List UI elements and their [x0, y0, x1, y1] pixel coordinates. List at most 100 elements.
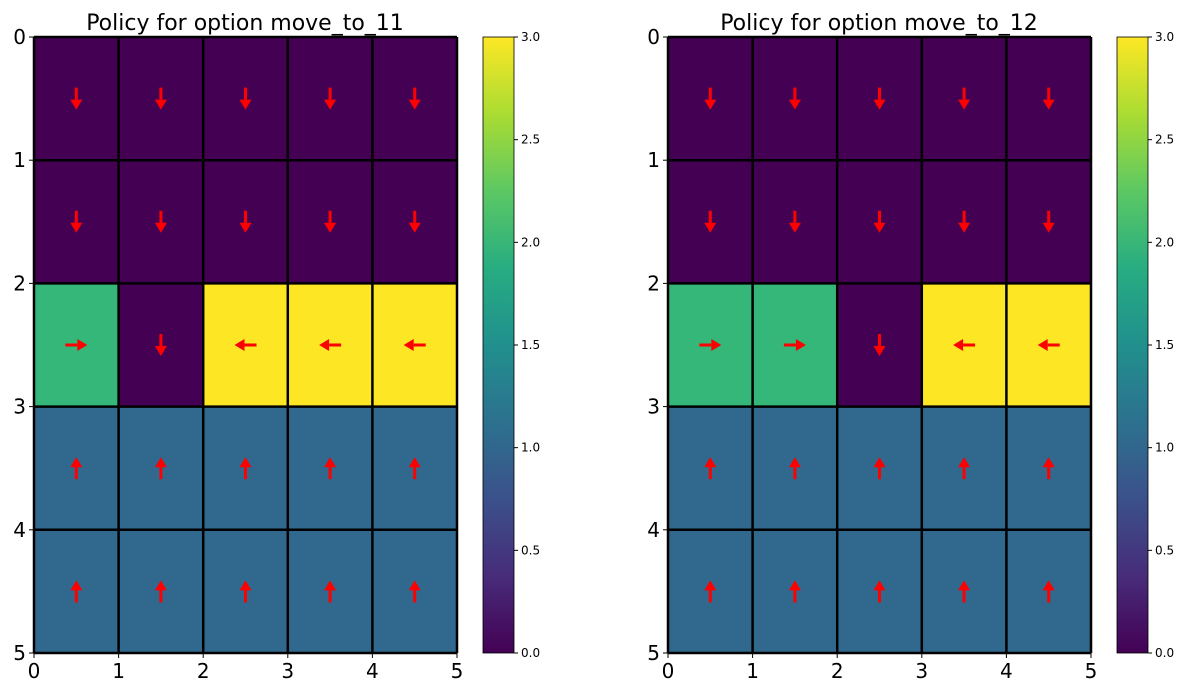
arrow-down-icon — [704, 210, 717, 233]
arrow-down-icon — [70, 87, 83, 110]
y-tick-label: 2 — [13, 271, 26, 295]
colorbar-gradient — [482, 36, 515, 654]
arrow-down-icon — [239, 210, 252, 233]
arrow-down-icon — [324, 87, 337, 110]
chart-move-to-12: Policy for option move_to_12 0 1 2 3 4 5 0 1 2 3… — [647, 11, 1174, 683]
colorbar: 0.0 0.5 1.0 1.5 2.0 2.5 3.0 — [1116, 30, 1174, 660]
policy-arrows — [65, 87, 426, 603]
colorbar-tick-label: 0.5 — [521, 543, 540, 557]
heatmap-grid — [34, 37, 457, 653]
colorbar-gradient — [1116, 36, 1149, 654]
colorbar-tick-label: 1.0 — [1155, 441, 1174, 455]
colorbar-tick-label: 2.0 — [521, 235, 540, 249]
x-tick-label: 4 — [1000, 659, 1013, 683]
arrow-up-icon — [1042, 580, 1055, 603]
arrow-down-icon — [873, 210, 886, 233]
arrow-up-icon — [958, 457, 971, 480]
x-tick-label: 5 — [451, 659, 464, 683]
x-tick-label: 0 — [28, 659, 41, 683]
arrow-up-icon — [70, 457, 83, 480]
cell-borders — [32, 35, 459, 655]
arrow-down-icon — [1042, 210, 1055, 233]
y-tick-label: 1 — [647, 148, 660, 172]
arrow-right-icon — [783, 339, 806, 351]
arrow-up-icon — [958, 580, 971, 603]
arrow-down-icon — [70, 210, 83, 233]
policy-arrows — [699, 87, 1060, 603]
arrow-down-icon — [154, 87, 167, 110]
y-tick-label: 5 — [647, 641, 660, 665]
x-tick-label: 2 — [831, 659, 844, 683]
colorbar-tick-label: 0.0 — [521, 646, 540, 660]
arrow-left-icon — [234, 339, 257, 351]
y-tick-label: 0 — [647, 25, 660, 49]
colorbar-tick-label: 3.0 — [1155, 30, 1174, 44]
arrow-left-icon — [1037, 339, 1060, 351]
x-tick-label: 1 — [746, 659, 759, 683]
arrow-down-icon — [239, 87, 252, 110]
arrow-down-icon — [958, 210, 971, 233]
y-tick-label: 0 — [13, 25, 26, 49]
cell-borders — [666, 35, 1093, 655]
arrow-down-icon — [788, 210, 801, 233]
chart-title: Policy for option move_to_12 — [720, 11, 1038, 36]
y-tick-label: 4 — [647, 518, 660, 542]
y-tick-label: 3 — [13, 395, 26, 419]
y-tick-label: 5 — [13, 641, 26, 665]
arrow-up-icon — [154, 580, 167, 603]
x-tick-label: 2 — [197, 659, 210, 683]
arrow-up-icon — [324, 580, 337, 603]
arrow-up-icon — [239, 580, 252, 603]
arrow-up-icon — [1042, 457, 1055, 480]
arrow-up-icon — [704, 580, 717, 603]
arrow-up-icon — [873, 580, 886, 603]
colorbar-tick-label: 0.5 — [1155, 543, 1174, 557]
x-tick-label: 3 — [915, 659, 928, 683]
x-tick-label: 3 — [281, 659, 294, 683]
x-tick-label: 0 — [662, 659, 675, 683]
colorbar-tick-label: 0.0 — [1155, 646, 1174, 660]
arrow-down-icon — [154, 210, 167, 233]
arrow-right-icon — [699, 339, 722, 351]
arrow-down-icon — [788, 87, 801, 110]
arrow-down-icon — [408, 210, 421, 233]
y-tick-label: 3 — [647, 395, 660, 419]
arrow-down-icon — [958, 87, 971, 110]
arrow-up-icon — [873, 457, 886, 480]
arrow-down-icon — [704, 87, 717, 110]
arrow-down-icon — [408, 87, 421, 110]
arrow-left-icon — [319, 339, 342, 351]
arrow-up-icon — [324, 457, 337, 480]
arrow-down-icon — [1042, 87, 1055, 110]
colorbar-tick-label: 2.0 — [1155, 235, 1174, 249]
arrow-up-icon — [239, 457, 252, 480]
y-tick-label: 1 — [13, 148, 26, 172]
colorbar-tick-label: 3.0 — [521, 30, 540, 44]
y-tick-label: 4 — [13, 518, 26, 542]
y-axis: 0 1 2 3 4 5 — [647, 25, 668, 665]
arrow-up-icon — [704, 457, 717, 480]
colorbar-tick-label: 2.5 — [521, 133, 540, 147]
arrow-right-icon — [65, 339, 88, 351]
arrow-up-icon — [70, 580, 83, 603]
chart-move-to-11: Policy for option move_to_11 0 1 2 3 4 5 0 1 2 3… — [13, 11, 540, 683]
y-tick-label: 2 — [647, 271, 660, 295]
arrow-down-icon — [154, 334, 167, 356]
arrow-up-icon — [408, 580, 421, 603]
arrow-left-icon — [953, 339, 976, 351]
colorbar-tick-label: 2.5 — [1155, 133, 1174, 147]
arrow-up-icon — [408, 457, 421, 480]
colorbar-tick-label: 1.5 — [1155, 338, 1174, 352]
colorbar: 0.0 0.5 1.0 1.5 2.0 2.5 3.0 — [482, 30, 540, 660]
x-tick-label: 4 — [366, 659, 379, 683]
colorbar-tick-label: 1.5 — [521, 338, 540, 352]
chart-title: Policy for option move_to_11 — [86, 11, 404, 36]
arrow-down-icon — [873, 334, 886, 356]
arrow-up-icon — [788, 580, 801, 603]
x-tick-label: 5 — [1085, 659, 1098, 683]
arrow-up-icon — [788, 457, 801, 480]
x-axis: 0 1 2 3 4 5 — [662, 653, 1098, 683]
y-axis: 0 1 2 3 4 5 — [13, 25, 34, 665]
x-axis: 0 1 2 3 4 5 — [28, 653, 464, 683]
